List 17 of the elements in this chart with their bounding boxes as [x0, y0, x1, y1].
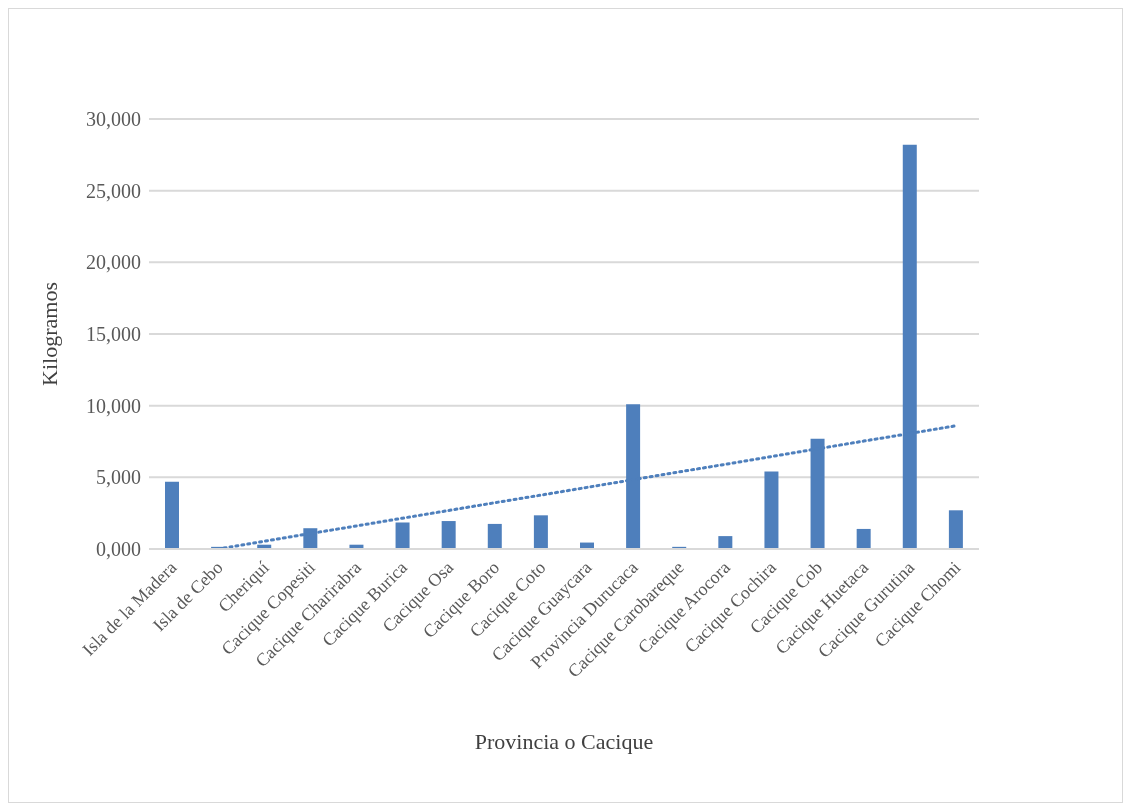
bar	[948, 510, 963, 549]
y-tick-label: 20,000	[86, 251, 141, 274]
bar	[487, 523, 502, 549]
bar	[441, 521, 456, 549]
bar	[718, 536, 733, 549]
bar	[856, 528, 871, 549]
y-tick-label: 15,000	[86, 323, 141, 346]
y-axis-title: Kilogramos	[36, 282, 62, 386]
bar	[165, 481, 179, 549]
y-tick-label: 30,000	[86, 108, 141, 131]
y-tick-label: 25,000	[86, 179, 141, 202]
x-axis-title: Provincia o Cacique	[474, 729, 654, 754]
bar	[764, 471, 779, 549]
y-tick-label: 5,000	[96, 466, 141, 489]
y-tick-label: 0,000	[96, 538, 141, 561]
bar	[533, 515, 548, 549]
y-tick-label: 10,000	[86, 394, 141, 417]
